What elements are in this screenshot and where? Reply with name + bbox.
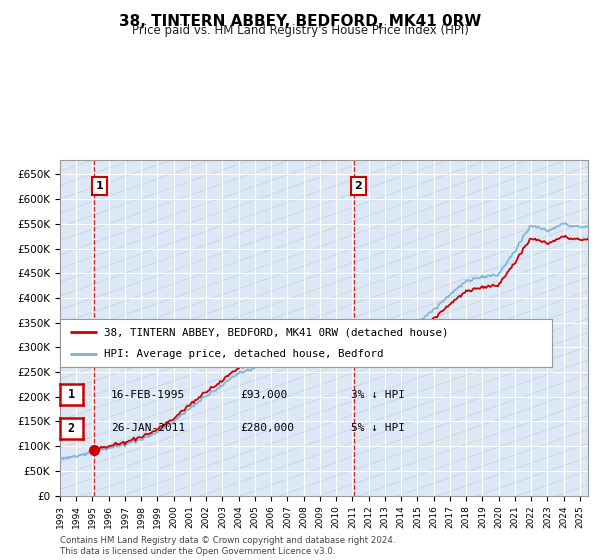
Text: 2: 2 bbox=[355, 181, 362, 191]
Text: 1: 1 bbox=[68, 388, 75, 402]
Text: Price paid vs. HM Land Registry's House Price Index (HPI): Price paid vs. HM Land Registry's House … bbox=[131, 24, 469, 37]
Text: £93,000: £93,000 bbox=[240, 390, 287, 400]
Text: 38, TINTERN ABBEY, BEDFORD, MK41 0RW (detached house): 38, TINTERN ABBEY, BEDFORD, MK41 0RW (de… bbox=[104, 327, 449, 337]
Text: 38, TINTERN ABBEY, BEDFORD, MK41 0RW: 38, TINTERN ABBEY, BEDFORD, MK41 0RW bbox=[119, 14, 481, 29]
Text: 26-JAN-2011: 26-JAN-2011 bbox=[111, 423, 185, 433]
Text: Contains HM Land Registry data © Crown copyright and database right 2024.
This d: Contains HM Land Registry data © Crown c… bbox=[60, 536, 395, 556]
Text: 16-FEB-1995: 16-FEB-1995 bbox=[111, 390, 185, 400]
Text: 3% ↓ HPI: 3% ↓ HPI bbox=[351, 390, 405, 400]
Text: 5% ↓ HPI: 5% ↓ HPI bbox=[351, 423, 405, 433]
Text: 1: 1 bbox=[95, 181, 103, 191]
Text: £280,000: £280,000 bbox=[240, 423, 294, 433]
Text: HPI: Average price, detached house, Bedford: HPI: Average price, detached house, Bedf… bbox=[104, 349, 384, 359]
Text: 2: 2 bbox=[68, 422, 75, 435]
